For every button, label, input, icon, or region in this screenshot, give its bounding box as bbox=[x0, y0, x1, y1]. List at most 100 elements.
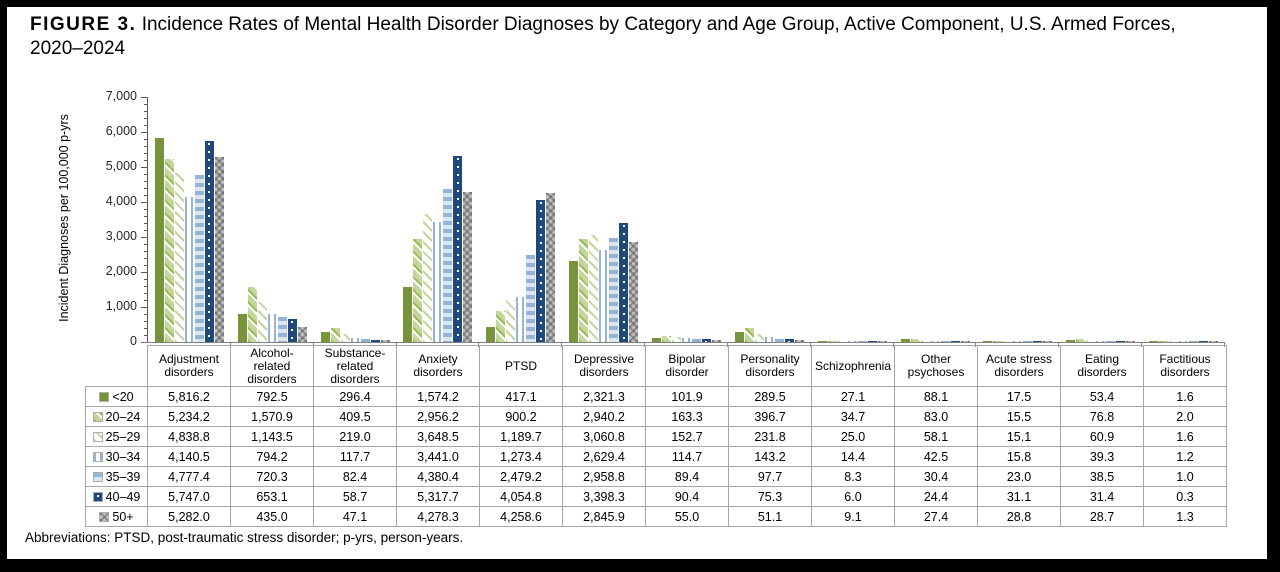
value-cell: 3,441.0 bbox=[396, 446, 480, 467]
value-cell: 2,629.4 bbox=[562, 446, 646, 467]
value-cell: 117.7 bbox=[313, 446, 397, 467]
value-cell: 4,838.8 bbox=[147, 426, 231, 447]
bar-cluster bbox=[479, 97, 563, 347]
value-cell: 47.1 bbox=[313, 506, 397, 527]
bar bbox=[1076, 339, 1086, 342]
value-cell: 34.7 bbox=[811, 406, 895, 427]
value-cell: 51.1 bbox=[728, 506, 812, 527]
value-cell: 4,278.3 bbox=[396, 506, 480, 527]
bar-cluster bbox=[728, 97, 811, 347]
bar bbox=[817, 341, 827, 342]
bar bbox=[940, 340, 950, 342]
bar bbox=[629, 242, 639, 342]
bar bbox=[711, 340, 721, 342]
bar bbox=[546, 192, 556, 342]
abbreviations-footnote: Abbreviations: PTSD, post-traumatic stre… bbox=[25, 530, 464, 545]
value-cell: 143.2 bbox=[728, 446, 812, 467]
category-header: Personality disorders bbox=[728, 345, 812, 387]
bar-chart-plot-area bbox=[148, 97, 1225, 347]
bar bbox=[857, 341, 867, 342]
value-cell: 2,479.2 bbox=[479, 466, 563, 487]
table-corner-blank bbox=[86, 346, 148, 387]
value-cell: 15.1 bbox=[977, 426, 1061, 447]
value-cell: 89.4 bbox=[645, 466, 729, 487]
category-header: Anxiety disorders bbox=[396, 345, 480, 387]
value-cell: 1.3 bbox=[1143, 506, 1227, 527]
bar bbox=[960, 341, 970, 342]
bar bbox=[433, 221, 443, 342]
value-cell: 25.0 bbox=[811, 426, 895, 447]
value-cell: 31.4 bbox=[1060, 486, 1144, 507]
value-cell: 653.1 bbox=[230, 486, 314, 507]
bar-cluster bbox=[397, 97, 480, 347]
bar bbox=[691, 338, 701, 342]
bar-cluster bbox=[562, 97, 645, 347]
y-tick-label: 7,000 bbox=[105, 89, 137, 103]
bar bbox=[277, 316, 287, 342]
y-axis-label: Incident Diagnoses per 100,000 p-yrs bbox=[57, 114, 71, 322]
bar bbox=[1023, 341, 1033, 342]
bar bbox=[877, 341, 887, 342]
bar bbox=[774, 338, 784, 342]
bar bbox=[1043, 341, 1053, 342]
bar bbox=[1199, 341, 1209, 342]
legend-swatch bbox=[99, 511, 110, 522]
value-cell: 2,845.9 bbox=[562, 506, 646, 527]
value-cell: 900.2 bbox=[479, 406, 563, 427]
table-header-row: Adjustment disorders Alcohol-related diso… bbox=[86, 345, 1227, 387]
bar bbox=[214, 157, 224, 342]
table-row: 30–34 4,140.5 794.2 117.7 3,441.0 1,273.4 2,62… bbox=[85, 446, 1227, 467]
legend-swatch bbox=[92, 491, 103, 502]
value-cell: 101.9 bbox=[645, 386, 729, 407]
bar bbox=[1086, 339, 1096, 342]
value-cell: 3,060.8 bbox=[562, 426, 646, 447]
value-cell: 97.7 bbox=[728, 466, 812, 487]
value-cell: 5,234.2 bbox=[147, 406, 231, 427]
value-cell: 435.0 bbox=[230, 506, 314, 527]
value-cell: 83.0 bbox=[894, 406, 978, 427]
value-cell: 1.6 bbox=[1143, 386, 1227, 407]
bar bbox=[1096, 340, 1106, 342]
bar bbox=[1209, 341, 1219, 342]
value-cell: 4,380.4 bbox=[396, 466, 480, 487]
figure-number-label: FIGURE 3. bbox=[30, 14, 137, 35]
bar bbox=[993, 341, 1003, 342]
value-cell: 1.2 bbox=[1143, 446, 1227, 467]
bar-cluster bbox=[1142, 97, 1225, 347]
figure-title-text: Incidence Rates of Mental Health Disorde… bbox=[141, 14, 1176, 35]
value-cell: 5,282.0 bbox=[147, 506, 231, 527]
category-header: Factitious disorders bbox=[1143, 345, 1227, 387]
value-cell: 28.7 bbox=[1060, 506, 1144, 527]
y-axis-minor-ticks bbox=[144, 97, 147, 342]
value-cell: 5,816.2 bbox=[147, 386, 231, 407]
bar bbox=[599, 249, 609, 342]
bar bbox=[380, 340, 390, 342]
y-tick-label: 5,000 bbox=[105, 159, 137, 173]
value-cell: 58.1 bbox=[894, 426, 978, 447]
value-cell: 15.8 bbox=[977, 446, 1061, 467]
bar bbox=[526, 255, 536, 342]
bar bbox=[847, 341, 857, 342]
bar bbox=[443, 188, 453, 342]
legend-cell: 25–29 bbox=[85, 426, 148, 447]
table-row: 35–39 4,777.4 720.3 82.4 4,380.4 2,479.2 2,958… bbox=[85, 466, 1227, 487]
value-cell: 409.5 bbox=[313, 406, 397, 427]
bar bbox=[1106, 340, 1116, 342]
bar bbox=[194, 174, 204, 342]
figure-title-year: 2020–2024 bbox=[30, 38, 126, 59]
bar bbox=[453, 155, 463, 342]
y-tick-mark bbox=[141, 167, 147, 168]
legend-swatch bbox=[92, 431, 103, 442]
bar bbox=[930, 340, 940, 342]
value-cell: 1,189.7 bbox=[479, 426, 563, 447]
value-cell: 296.4 bbox=[313, 386, 397, 407]
y-tick-label: 2,000 bbox=[105, 264, 137, 278]
legend-cell: 35–39 bbox=[85, 466, 148, 487]
bar bbox=[1013, 341, 1023, 342]
bar bbox=[1066, 340, 1076, 342]
value-cell: 28.8 bbox=[977, 506, 1061, 527]
bar bbox=[1149, 341, 1159, 342]
bar bbox=[827, 340, 837, 342]
value-cell: 0.3 bbox=[1143, 486, 1227, 507]
bar bbox=[413, 238, 423, 342]
